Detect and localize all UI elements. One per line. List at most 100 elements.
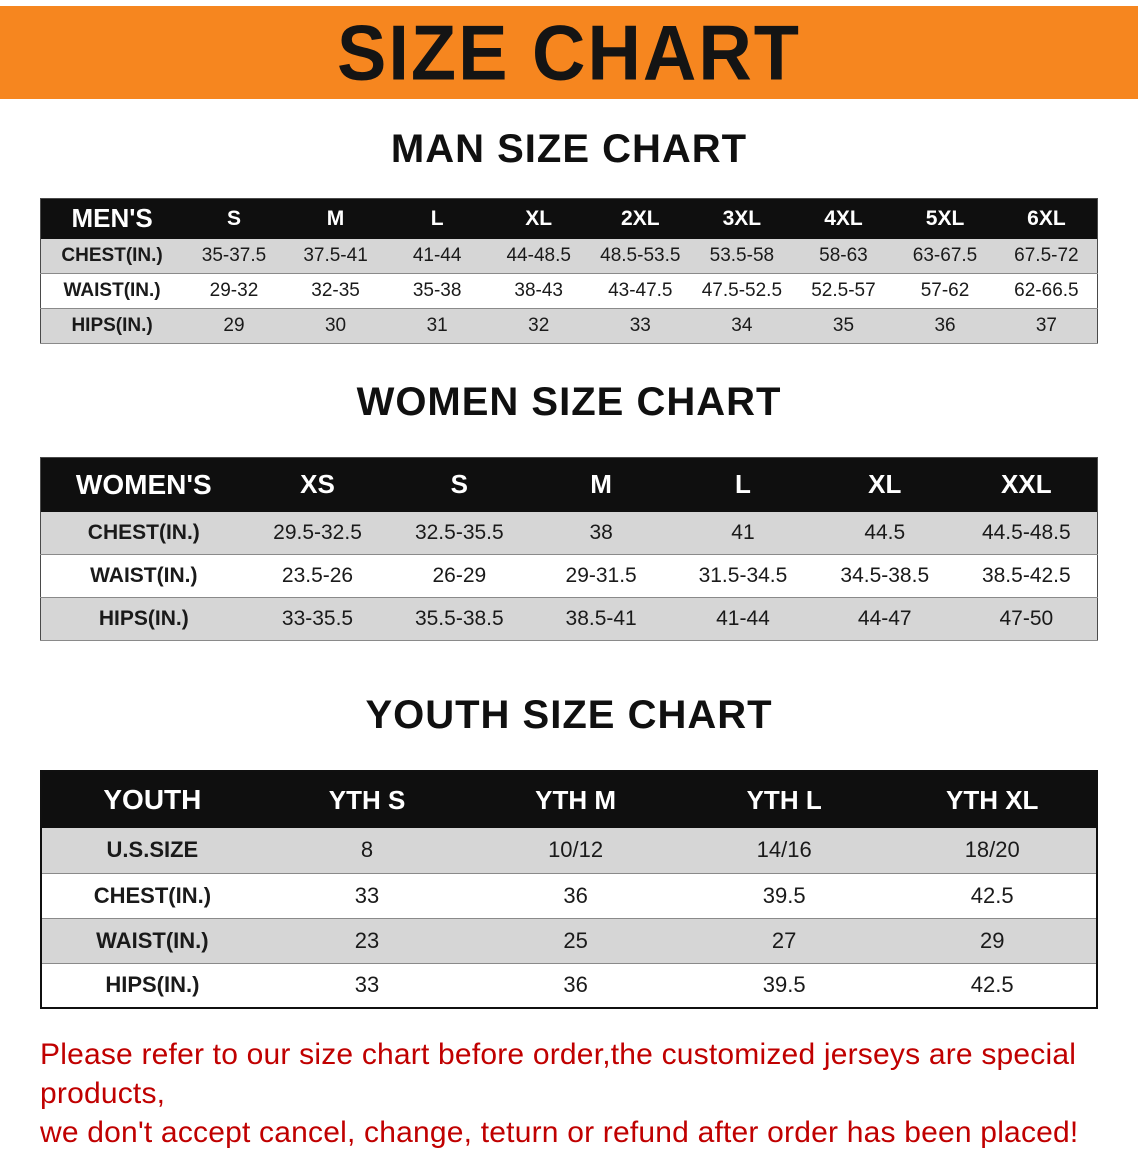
size-column-header: YTH XL bbox=[945, 784, 1039, 815]
size-column-header: 6XL bbox=[1027, 206, 1066, 230]
men-size-table: MEN'S S M L XL 2XL 3XL 4XL 5XL 6XL CHEST(IN.) 35-37… bbox=[40, 198, 1098, 344]
table-row: CHEST(IN.) 35-37.5 37.5-41 41-44 44-48.5 48.5… bbox=[40, 238, 1098, 274]
size-value: 48.5-53.5 bbox=[600, 244, 681, 266]
size-value: 42.5 bbox=[970, 972, 1014, 998]
size-value: 27 bbox=[771, 927, 797, 953]
size-column-header: XXL bbox=[1001, 469, 1052, 500]
disclaimer: Please refer to our size chart before or… bbox=[40, 1035, 1118, 1152]
size-column-header: L bbox=[430, 206, 444, 230]
size-value: 43-47.5 bbox=[608, 280, 673, 301]
youth-size-section: YOUTH SIZE CHART YOUTH YTH S YTH M YTH L YTH… bbox=[0, 693, 1138, 1009]
table-row: CHEST(IN.) 33 36 39.5 42.5 bbox=[41, 873, 1097, 918]
size-column-header: S bbox=[450, 469, 468, 500]
size-value: 47-50 bbox=[999, 607, 1054, 630]
page-title: SIZE CHART bbox=[337, 8, 801, 97]
size-value: 41-44 bbox=[412, 244, 462, 266]
table-row: HIPS(IN.) 33 36 39.5 42.5 bbox=[41, 963, 1097, 1008]
size-value: 31 bbox=[426, 315, 448, 336]
table-row: WAIST(IN.) 29-32 32-35 35-38 38-43 43-47.5 47.… bbox=[40, 273, 1098, 309]
size-value: 53.5-58 bbox=[709, 244, 775, 266]
size-value: 31.5-34.5 bbox=[698, 564, 788, 587]
row-label: HIPS(IN.) bbox=[98, 607, 189, 630]
size-value: 35-38 bbox=[412, 280, 462, 301]
size-value: 37 bbox=[1035, 315, 1057, 336]
size-value: 44-47 bbox=[857, 607, 912, 630]
size-value: 25 bbox=[563, 927, 588, 953]
size-value: 14/16 bbox=[756, 837, 812, 863]
size-value: 23.5-26 bbox=[281, 564, 354, 587]
size-value: 62-66.5 bbox=[1014, 280, 1079, 301]
size-value: 26-29 bbox=[432, 564, 487, 587]
size-value: 18/20 bbox=[964, 837, 1020, 863]
size-value: 8 bbox=[360, 837, 374, 863]
disclaimer-line-1: Please refer to our size chart before or… bbox=[40, 1038, 1077, 1110]
size-value: 32-35 bbox=[311, 280, 360, 301]
size-value: 44-48.5 bbox=[506, 244, 571, 266]
size-value: 33 bbox=[354, 972, 380, 998]
table-title-cell: WOMEN'S bbox=[75, 468, 212, 500]
table-row: HIPS(IN.) 29 30 31 32 33 34 35 36 37 bbox=[40, 308, 1098, 344]
row-label: CHEST(IN.) bbox=[87, 520, 200, 544]
size-value: 47.5-52.5 bbox=[701, 280, 783, 301]
table-row: WAIST(IN.) 23 25 27 29 bbox=[41, 918, 1097, 963]
size-column-header: YTH L bbox=[746, 784, 822, 815]
size-value: 52.5-57 bbox=[811, 280, 876, 301]
size-value: 41-44 bbox=[716, 607, 770, 630]
women-size-section: WOMEN SIZE CHART WOMEN'S XS S M L XL XXL CHEST(… bbox=[0, 380, 1138, 641]
table-title-cell: YOUTH bbox=[103, 784, 202, 815]
table-row: HIPS(IN.) 33-35.5 35.5-38.5 38.5-41 41-44 44-… bbox=[40, 597, 1098, 641]
size-column-header: XL bbox=[525, 206, 553, 230]
size-value: 33 bbox=[629, 315, 651, 336]
row-label: HIPS(IN.) bbox=[105, 972, 200, 998]
size-column-header: M bbox=[326, 206, 345, 230]
size-value: 33-35.5 bbox=[281, 607, 354, 630]
table-row: U.S.SIZE 8 10/12 14/16 18/20 bbox=[41, 828, 1097, 873]
men-chart-heading: MAN SIZE CHART bbox=[390, 127, 748, 171]
size-value: 29 bbox=[979, 927, 1005, 953]
size-value: 10/12 bbox=[548, 837, 604, 863]
size-value: 33 bbox=[354, 882, 380, 908]
size-value: 36 bbox=[934, 315, 956, 336]
size-value: 29-32 bbox=[209, 280, 259, 301]
size-column-header: XL bbox=[868, 469, 902, 500]
size-column-header: L bbox=[735, 469, 751, 500]
table-header-row: MEN'S S M L XL 2XL 3XL 4XL 5XL 6XL bbox=[40, 198, 1098, 239]
row-label: WAIST(IN.) bbox=[63, 280, 161, 301]
size-column-header: 2XL bbox=[621, 206, 660, 230]
table-row: CHEST(IN.) 29.5-32.5 32.5-35.5 38 41 44.5 44.5… bbox=[40, 511, 1098, 555]
size-value: 29 bbox=[223, 315, 245, 336]
size-value: 32 bbox=[528, 315, 550, 336]
size-value: 63-67.5 bbox=[912, 244, 978, 266]
size-column-header: 5XL bbox=[925, 206, 965, 230]
size-value: 34 bbox=[731, 315, 753, 336]
size-value: 35-37.5 bbox=[201, 244, 267, 266]
size-column-header: YTH M bbox=[535, 784, 617, 815]
row-label: HIPS(IN.) bbox=[71, 315, 153, 336]
size-value: 35 bbox=[832, 315, 855, 336]
size-column-header: 3XL bbox=[722, 206, 762, 230]
size-value: 44.5 bbox=[864, 520, 906, 544]
row-label: CHEST(IN.) bbox=[93, 882, 212, 908]
size-column-header: 4XL bbox=[824, 206, 863, 230]
size-value: 29.5-32.5 bbox=[273, 520, 362, 544]
row-label: CHEST(IN.) bbox=[61, 244, 163, 266]
size-value: 38.5-42.5 bbox=[981, 564, 1071, 587]
row-label: WAIST(IN.) bbox=[96, 927, 209, 953]
size-value: 30 bbox=[324, 315, 347, 336]
size-value: 23 bbox=[354, 927, 380, 953]
size-column-header: YTH S bbox=[328, 784, 406, 815]
size-value: 44.5-48.5 bbox=[981, 520, 1071, 544]
size-value: 41 bbox=[731, 520, 755, 544]
size-value: 29-31.5 bbox=[565, 564, 637, 587]
size-column-header: XS bbox=[300, 469, 335, 500]
size-value: 38 bbox=[589, 520, 613, 544]
youth-size-table: YOUTH YTH S YTH M YTH L YTH XL U.S.SIZE 8 10/12… bbox=[40, 770, 1098, 1009]
women-chart-heading: WOMEN SIZE CHART bbox=[356, 380, 782, 424]
size-value: 32.5-35.5 bbox=[414, 520, 504, 544]
table-row: WAIST(IN.) 23.5-26 26-29 29-31.5 31.5-34.5 34… bbox=[40, 554, 1098, 598]
row-label: WAIST(IN.) bbox=[90, 564, 198, 587]
size-value: 37.5-41 bbox=[303, 244, 368, 266]
size-value: 38.5-41 bbox=[565, 607, 637, 630]
size-value: 58-63 bbox=[819, 244, 868, 266]
size-value: 42.5 bbox=[970, 882, 1014, 908]
